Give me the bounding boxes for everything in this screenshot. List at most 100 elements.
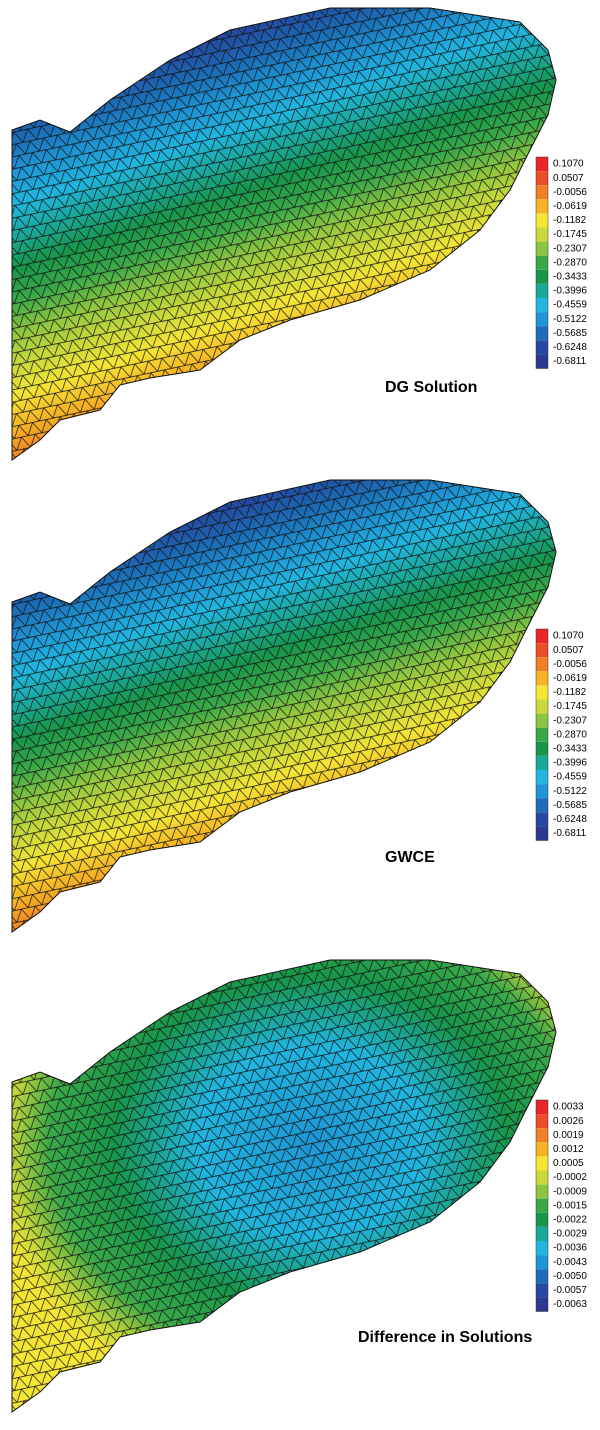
colorbar-swatch — [536, 298, 548, 312]
colorbar-swatch — [536, 1100, 548, 1114]
colorbar-swatch — [536, 657, 548, 671]
colorbar-swatch — [536, 326, 548, 340]
colorbar-label: -0.6248 — [553, 814, 587, 825]
colorbar-label: -0.0619 — [553, 201, 587, 212]
colorbar-swatch — [536, 157, 548, 171]
colorbar-label: -0.0015 — [553, 1200, 587, 1211]
colorbar-swatch — [536, 1199, 548, 1213]
colorbar-swatch — [536, 199, 548, 213]
colorbar-swatch — [536, 1227, 548, 1241]
colorbar-label: -0.0043 — [553, 1257, 587, 1268]
colorbar-swatch — [536, 714, 548, 728]
colorbar-label: -0.0002 — [553, 1172, 587, 1183]
colorbar-label: -0.6811 — [553, 356, 587, 367]
panel: 0.0033 0.0026 0.0019 0.0012 0.0005 -0.0002 -0.… — [12, 960, 587, 1412]
colorbar-label: -0.5685 — [553, 328, 587, 339]
colorbar-label: 0.0033 — [553, 1102, 584, 1113]
colorbar-swatch — [536, 685, 548, 699]
colorbar-label: -0.2870 — [553, 729, 587, 740]
colorbar-label: -0.1182 — [553, 687, 587, 698]
colorbar-swatch — [536, 1142, 548, 1156]
colorbar-swatch — [536, 1156, 548, 1170]
colorbar-label: -0.3996 — [553, 286, 587, 297]
panel-title: DG Solution — [385, 379, 477, 396]
colorbar-swatch — [536, 1171, 548, 1185]
colorbar-label: -0.0050 — [553, 1271, 587, 1282]
colorbar-swatch — [536, 1283, 548, 1297]
colorbar-swatch — [536, 228, 548, 242]
colorbar-label: -0.2870 — [553, 257, 587, 268]
colorbar-label: -0.5122 — [553, 314, 587, 325]
colorbar-swatch — [536, 1114, 548, 1128]
colorbar-label: -0.0036 — [553, 1243, 587, 1254]
colorbar-swatch — [536, 1185, 548, 1199]
colorbar-label: 0.0019 — [553, 1130, 584, 1141]
colorbar-label: -0.3433 — [553, 743, 587, 754]
colorbar-swatch — [536, 242, 548, 256]
colorbar-swatch — [536, 728, 548, 742]
colorbar-label: -0.2307 — [553, 715, 587, 726]
colorbar-swatch — [536, 756, 548, 770]
colorbar-swatch — [536, 1269, 548, 1283]
colorbar-label: 0.0012 — [553, 1144, 584, 1155]
colorbar-swatch — [536, 629, 548, 643]
colorbar-swatch — [536, 1241, 548, 1255]
colorbar-swatch — [536, 1297, 548, 1311]
colorbar-swatch — [536, 770, 548, 784]
colorbar-swatch — [536, 185, 548, 199]
figure: 0.1070 0.0507 -0.0056 -0.0619 -0.1182 -0.1745… — [0, 0, 600, 1430]
colorbar: 0.1070 0.0507 -0.0056 -0.0619 -0.1182 -0.1745… — [536, 629, 587, 841]
colorbar-label: -0.5685 — [553, 800, 587, 811]
colorbar: 0.1070 0.0507 -0.0056 -0.0619 -0.1182 -0.1745… — [536, 157, 587, 369]
panel: 0.1070 0.0507 -0.0056 -0.0619 -0.1182 -0.1745… — [12, 480, 587, 932]
colorbar-swatch — [536, 1128, 548, 1142]
colorbar-label: -0.5122 — [553, 786, 587, 797]
colorbar-label: -0.0057 — [553, 1285, 587, 1296]
colorbar-label: -0.6811 — [553, 828, 587, 839]
colorbar-label: -0.0009 — [553, 1186, 587, 1197]
colorbar-label: -0.4559 — [553, 772, 587, 783]
colorbar-swatch — [536, 256, 548, 270]
colorbar-label: -0.1182 — [553, 215, 587, 226]
colorbar-swatch — [536, 1255, 548, 1269]
colorbar-label: 0.0507 — [553, 173, 584, 184]
colorbar-swatch — [536, 284, 548, 298]
colorbar-swatch — [536, 812, 548, 826]
colorbar-label: 0.0005 — [553, 1158, 584, 1169]
colorbar-swatch — [536, 340, 548, 354]
panel-title: GWCE — [385, 849, 435, 866]
colorbar-swatch — [536, 312, 548, 326]
colorbar-label: -0.3433 — [553, 271, 587, 282]
colorbar-swatch — [536, 643, 548, 657]
colorbar-label: 0.1070 — [553, 631, 584, 642]
colorbar-label: -0.0022 — [553, 1214, 587, 1225]
colorbar-swatch — [536, 784, 548, 798]
panel: 0.1070 0.0507 -0.0056 -0.0619 -0.1182 -0.1745… — [12, 8, 587, 460]
colorbar-swatch — [536, 798, 548, 812]
colorbar-swatch — [536, 1213, 548, 1227]
colorbar-label: -0.1745 — [553, 701, 587, 712]
colorbar-label: -0.6248 — [553, 342, 587, 353]
colorbar-label: -0.3996 — [553, 758, 587, 769]
colorbar-swatch — [536, 354, 548, 368]
panel-title: Difference in Solutions — [358, 1329, 532, 1346]
colorbar-label: 0.1070 — [553, 159, 584, 170]
colorbar-label: -0.4559 — [553, 300, 587, 311]
colorbar-swatch — [536, 213, 548, 227]
colorbar-label: -0.0056 — [553, 187, 587, 198]
colorbar-label: -0.1745 — [553, 229, 587, 240]
colorbar-label: 0.0507 — [553, 645, 584, 656]
colorbar-label: -0.0063 — [553, 1299, 587, 1310]
colorbar-swatch — [536, 826, 548, 840]
colorbar-swatch — [536, 671, 548, 685]
colorbar-label: -0.0619 — [553, 673, 587, 684]
colorbar-label: -0.0029 — [553, 1229, 587, 1240]
colorbar-label: -0.0056 — [553, 659, 587, 670]
colorbar-swatch — [536, 270, 548, 284]
colorbar: 0.0033 0.0026 0.0019 0.0012 0.0005 -0.0002 -0.… — [536, 1100, 587, 1312]
colorbar-swatch — [536, 742, 548, 756]
colorbar-swatch — [536, 171, 548, 185]
colorbar-label: 0.0026 — [553, 1116, 584, 1127]
mesh — [12, 480, 556, 932]
colorbar-label: -0.2307 — [553, 243, 587, 254]
